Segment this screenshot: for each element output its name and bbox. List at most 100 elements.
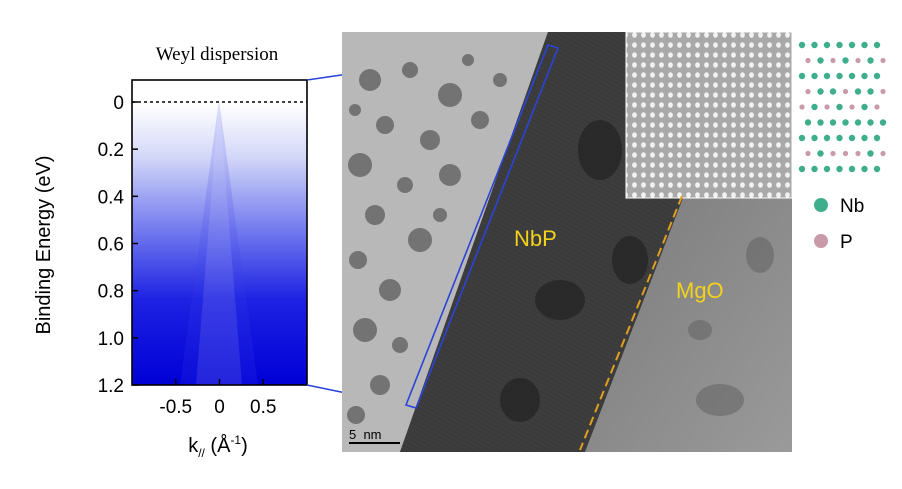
arpes-intensity-map xyxy=(132,80,307,385)
nb-atom xyxy=(817,88,824,95)
arpes-plot xyxy=(131,79,308,386)
y-tick-label: 0 xyxy=(113,93,124,114)
y-tick-label: 0.4 xyxy=(98,187,125,208)
dispersion-edge xyxy=(196,100,242,385)
nb-atom xyxy=(823,41,831,49)
x-label-k: k xyxy=(188,435,199,457)
nb-atom xyxy=(854,119,862,126)
nb-atom xyxy=(867,57,874,64)
p-atom xyxy=(880,150,886,157)
nb-atom xyxy=(836,41,843,49)
nb-atom xyxy=(817,150,824,157)
crystal-structure xyxy=(798,41,887,173)
nb-atom xyxy=(861,41,868,49)
tem-image xyxy=(342,32,792,452)
nb-atom xyxy=(861,134,868,142)
x-label-close: ) xyxy=(241,435,248,457)
p-atom xyxy=(842,88,849,95)
x-label-sub: // xyxy=(198,446,205,460)
nb-atom xyxy=(804,119,812,126)
nb-atom xyxy=(873,72,881,80)
nb-atom xyxy=(848,165,856,173)
nb-atom xyxy=(873,134,881,142)
p-atom xyxy=(824,104,830,110)
nb-atom xyxy=(817,57,824,64)
nb-atom xyxy=(848,134,856,142)
mgo-region xyxy=(585,180,792,452)
p-atom xyxy=(855,150,861,157)
nb-atom xyxy=(811,165,818,173)
p-atom xyxy=(855,57,861,64)
amorphous-texture xyxy=(347,54,507,424)
nb-atom xyxy=(867,150,874,157)
nb-atom xyxy=(811,134,818,142)
zoom-region-outline xyxy=(404,44,560,409)
y-tick-label: 1.0 xyxy=(98,329,124,350)
nb-atom xyxy=(817,119,824,126)
x-axis: -0.5 0 0.5 xyxy=(159,379,276,418)
nb-atom xyxy=(867,119,874,126)
nb-atom xyxy=(867,88,874,95)
nb-atom xyxy=(829,88,837,95)
nb-atom xyxy=(829,119,837,126)
layer-label-mgo: MgO xyxy=(676,278,724,303)
legend: Nb P xyxy=(814,196,864,253)
x-axis-label: k// (Å-1) xyxy=(188,433,248,460)
x-tick-label: 0.5 xyxy=(250,397,276,418)
p-atom xyxy=(830,150,836,157)
nb-atom xyxy=(848,72,856,80)
nb-atom xyxy=(848,41,856,49)
p-atom xyxy=(805,88,811,95)
nb-atom xyxy=(861,165,868,173)
nb-atom xyxy=(879,119,887,126)
legend-marker-nb xyxy=(814,198,828,212)
nb-atom xyxy=(836,165,843,173)
scale-bar-label: 5 nm xyxy=(349,427,382,442)
nb-atom xyxy=(798,165,806,173)
arpes-title: Weyl dispersion xyxy=(156,44,279,65)
nb-atom xyxy=(823,72,831,80)
nb-atom xyxy=(842,57,849,64)
nb-atom xyxy=(811,41,818,49)
p-atom xyxy=(805,57,811,64)
nb-atom xyxy=(798,134,806,142)
y-axis: 0 0.2 0.4 0.6 0.8 1.0 1.2 xyxy=(98,93,138,397)
interface-line xyxy=(579,195,683,451)
nb-atom xyxy=(811,103,818,111)
y-axis-label: Binding Energy (eV) xyxy=(33,156,55,335)
nb-atom xyxy=(798,41,806,49)
nb-atom xyxy=(823,165,831,173)
y-tick-label: 1.2 xyxy=(98,376,124,397)
nb-atom xyxy=(836,72,843,80)
x-label-sup: -1 xyxy=(230,433,241,447)
legend-label-nb: Nb xyxy=(840,196,864,217)
p-atom xyxy=(805,150,811,157)
p-atom xyxy=(874,104,880,110)
layer-label-nbp: NbP xyxy=(514,226,557,251)
dispersion-band xyxy=(180,100,258,385)
hrtem-inset xyxy=(626,32,792,198)
nb-atom xyxy=(798,72,806,80)
p-atom xyxy=(880,88,886,95)
p-atom xyxy=(799,104,805,110)
y-tick-label: 0.2 xyxy=(98,140,124,161)
nb-atom xyxy=(836,134,843,142)
legend-marker-p xyxy=(814,234,828,248)
nb-atom xyxy=(861,103,868,111)
p-atom xyxy=(830,57,836,64)
x-tick-label: 0 xyxy=(214,397,225,418)
x-label-unit: (Å xyxy=(205,434,231,457)
nb-atom xyxy=(873,41,881,49)
nb-atom xyxy=(854,88,862,95)
nb-atom xyxy=(811,72,818,80)
y-tick-label: 0.6 xyxy=(98,235,124,256)
legend-label-p: P xyxy=(840,232,853,253)
nb-atom xyxy=(842,119,849,126)
nb-atom xyxy=(823,134,831,142)
nb-atom xyxy=(861,72,868,80)
nb-atom xyxy=(873,165,881,173)
p-atom xyxy=(849,104,855,110)
p-atom xyxy=(880,57,886,64)
x-tick-label: -0.5 xyxy=(159,397,192,418)
